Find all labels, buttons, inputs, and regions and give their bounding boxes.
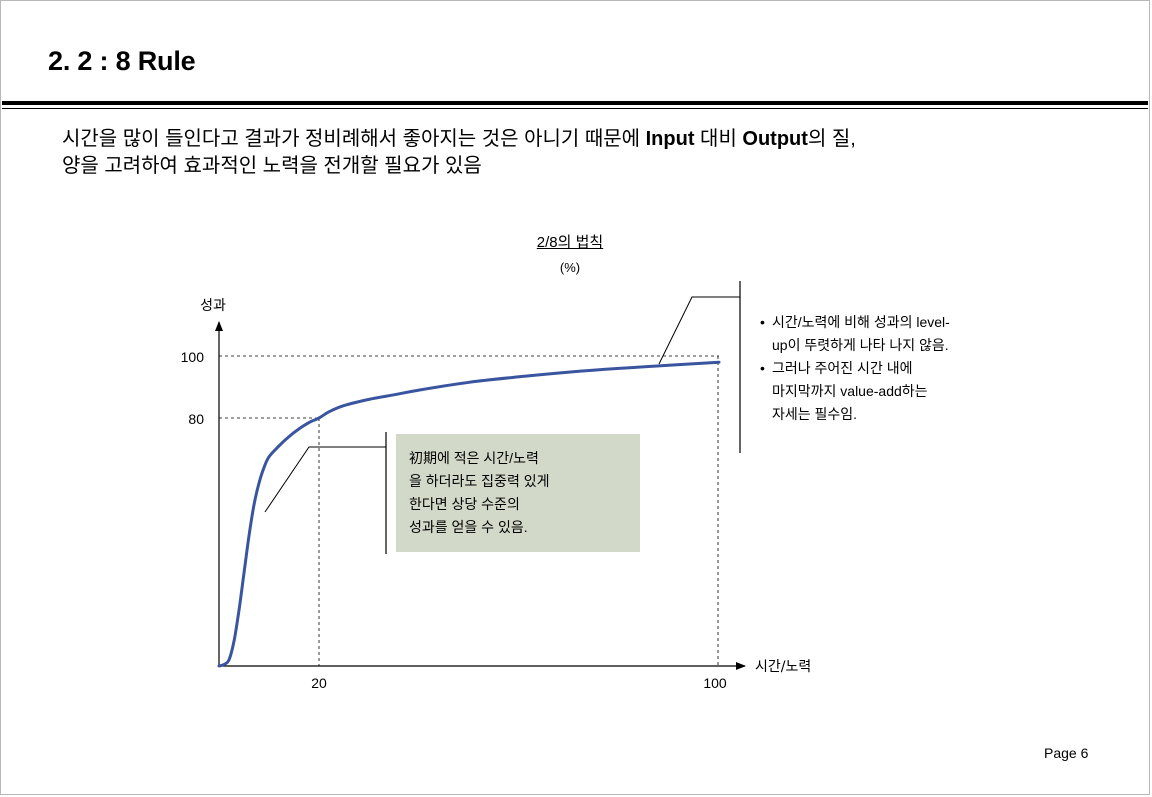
side-notes: 시간/노력에 비해 성과의 level- up이 뚜렷하게 나타 나지 않음. …	[760, 311, 1020, 426]
note-box: 初期에 적은 시간/노력 을 하더라도 집중력 있게 한다면 상당 수준의 성과…	[396, 434, 640, 552]
note-callout-leader	[264, 446, 386, 513]
chart-title: 2/8의 법칙	[536, 234, 604, 251]
side-note-line: 자세는 필수임.	[772, 406, 858, 422]
x-tick-label-100: 100	[703, 675, 727, 691]
page-number: Page 6	[1044, 745, 1089, 761]
note-line: 을 하더라도 집중력 있게	[409, 473, 550, 489]
side-note-bullet: 그러나 주어진 시간 내에	[760, 357, 1020, 380]
note-line: 한다면 상당 수준의	[409, 496, 520, 512]
summary-input-term: Input	[645, 128, 695, 150]
y-tick-label-80: 80	[188, 411, 204, 427]
x-axis-label: 시간/노력	[755, 659, 811, 675]
y-axis-label: 성과	[200, 298, 226, 314]
slide-title: 2. 2 : 8 Rule	[48, 46, 196, 76]
side-callout-leader	[658, 296, 740, 365]
note-line: 성과를 얻을 수 있음.	[409, 519, 528, 535]
title-divider-thick	[2, 101, 1148, 105]
side-note-line: 마지막까지 value-add하는	[772, 383, 928, 399]
note-line: 初期에 적은 시간/노력	[409, 450, 539, 466]
x-tick-label-20: 20	[311, 675, 327, 691]
summary-text: 시간을 많이 들인다고 결과가 정비례해서 좋아지는 것은 아니기 때문에 In…	[62, 126, 1122, 180]
title-divider-thin	[2, 108, 1148, 109]
summary-line2: 양을 고려하여 효과적인 노력을 전개할 필요가 있음	[62, 155, 482, 177]
side-note-line: up이 뚜렷하게 나타 나지 않음.	[772, 337, 949, 353]
summary-line1-part-e: 의 질,	[807, 128, 856, 150]
series-line	[217, 360, 721, 668]
y-tick-label-100: 100	[181, 349, 205, 365]
side-note-bullet: 시간/노력에 비해 성과의 level-	[760, 311, 1020, 334]
summary-line1-part-c: 대비	[694, 128, 743, 150]
summary-line1-part-a: 시간을 많이 들인다고 결과가 정비례해서 좋아지는 것은 아니기 때문에	[62, 128, 646, 150]
summary-output-term: Output	[742, 128, 808, 150]
chart-unit: (%)	[559, 260, 581, 275]
